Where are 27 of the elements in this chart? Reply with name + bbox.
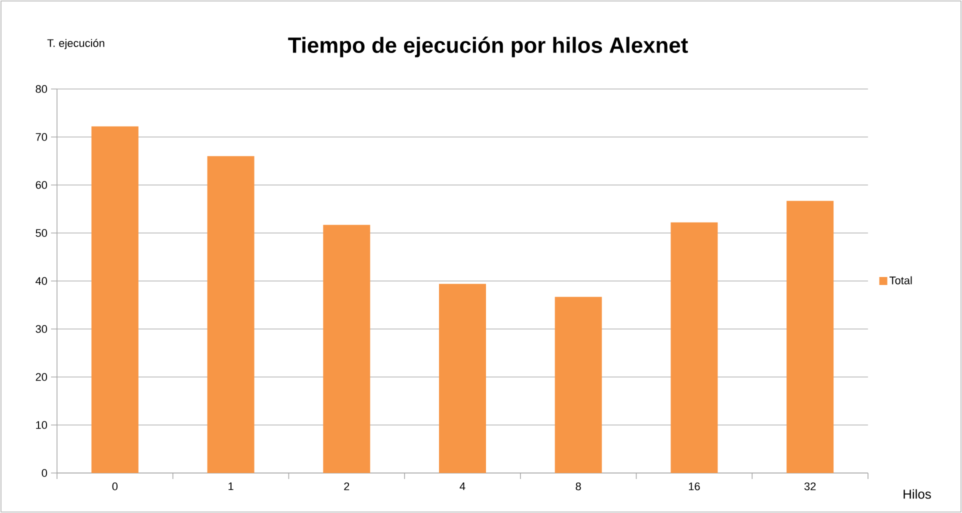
x-axis-title: Hilos (904, 489, 931, 499)
bar (207, 156, 254, 473)
y-tick-label: 0 (42, 469, 48, 477)
x-tick-label: 32 (804, 482, 816, 490)
y-axis-title: T. ejecución (47, 38, 104, 50)
bar (554, 296, 602, 473)
y-tick-label: 10 (36, 421, 48, 429)
bar (670, 222, 718, 473)
x-tick-label: 16 (688, 482, 700, 490)
bar (91, 126, 138, 473)
y-tick-label: 30 (36, 325, 48, 333)
bar (786, 200, 834, 473)
y-tick-label: 70 (36, 133, 48, 141)
legend-label: Total (890, 276, 912, 284)
y-tick-label: 50 (36, 229, 48, 237)
bar (439, 284, 486, 473)
x-tick-label: 0 (112, 482, 118, 490)
x-tick-label: 8 (576, 482, 581, 490)
y-tick-label: 20 (36, 373, 48, 381)
x-tick-label: 4 (460, 482, 466, 490)
x-tick-label: 1 (228, 482, 234, 490)
x-tick-label: 2 (344, 482, 350, 490)
bar (323, 224, 370, 473)
y-tick-label: 40 (36, 277, 48, 285)
y-tick-label: 80 (36, 85, 48, 93)
y-tick-label: 60 (36, 181, 48, 189)
chart-title: Tiempo de ejecución por hilos Alexnet (288, 36, 688, 58)
